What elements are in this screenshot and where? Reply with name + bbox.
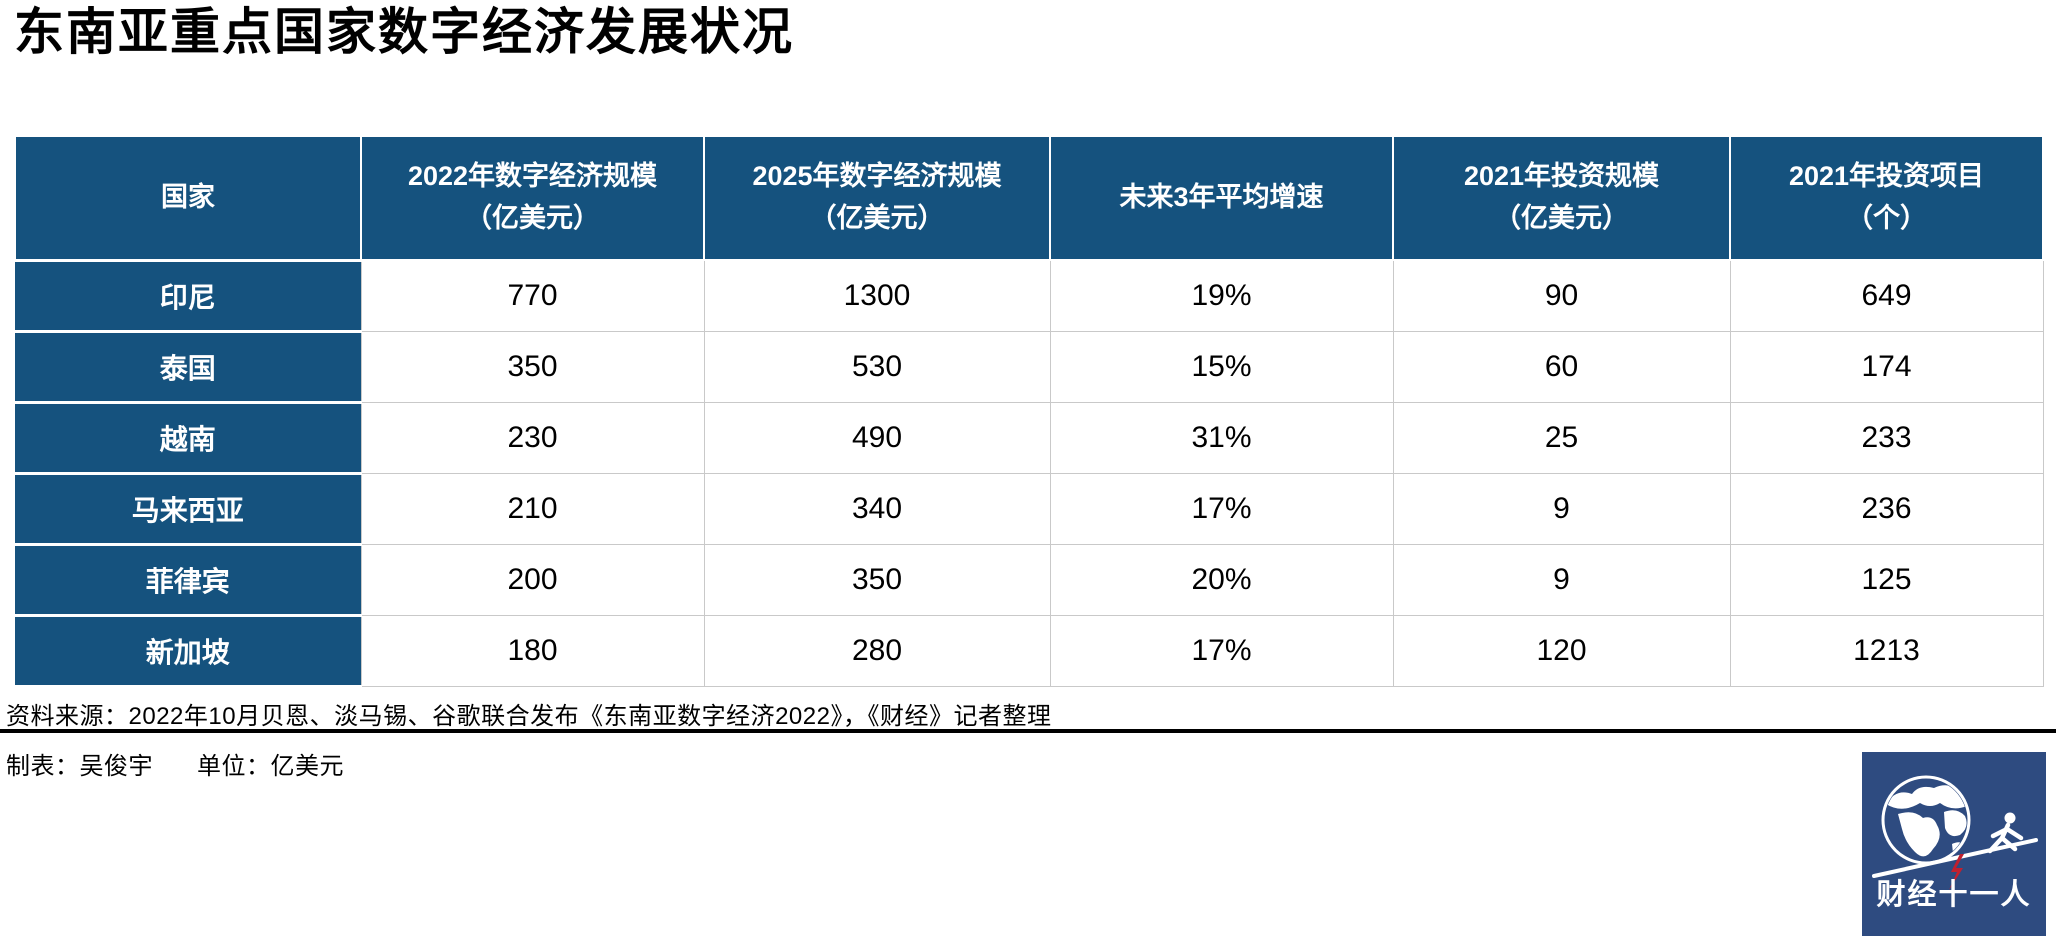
table-cell: 19% — [1049, 259, 1394, 332]
table-row-philippines: 菲律宾 200 350 20% 9 125 — [15, 542, 2044, 617]
caijing-logo: 财经十一人 — [1862, 752, 2046, 936]
logo-text: 财经十一人 — [1876, 877, 2031, 911]
table-cell: 280 — [703, 614, 1051, 687]
table-cell: 31% — [1049, 401, 1394, 474]
unit-note: 单位：亿美元 — [197, 753, 344, 780]
table-cell: 9 — [1392, 472, 1731, 545]
col-header-2021-investment: 2021年投资规模 （亿美元） — [1392, 135, 1731, 261]
lightning-bolt-icon — [1949, 854, 1964, 890]
table-cell: 210 — [360, 472, 705, 545]
row-header-country: 印尼 — [15, 258, 362, 333]
table-cell: 17% — [1049, 614, 1394, 687]
table-cell: 25 — [1392, 401, 1731, 474]
table-header-row: 国家 2022年数字经济规模 （亿美元） 2025年数字经济规模 （亿美元） 未… — [14, 135, 2044, 261]
table-cell: 233 — [1729, 401, 2044, 474]
row-header-country: 马来西亚 — [15, 471, 362, 546]
credit-line: 制表：吴俊宇 单位：亿美元 — [6, 746, 344, 781]
row-header-country: 新加坡 — [15, 613, 362, 688]
table-cell: 180 — [360, 614, 705, 687]
col-header-growth: 未来3年平均增速 — [1049, 135, 1394, 261]
row-header-country: 泰国 — [15, 329, 362, 404]
source-note: 资料来源：2022年10月贝恩、淡马锡、谷歌联合发布《东南亚数字经济2022》，… — [6, 703, 1052, 730]
table-row-thailand: 泰国 350 530 15% 60 174 — [15, 329, 2044, 404]
row-header-country: 菲律宾 — [15, 542, 362, 617]
table-cell: 15% — [1049, 330, 1394, 403]
credit-text: 制表：吴俊宇 — [6, 753, 153, 780]
table-cell: 9 — [1392, 543, 1731, 616]
table-cell: 230 — [360, 401, 705, 474]
divider-rule — [0, 729, 2056, 733]
table-cell: 20% — [1049, 543, 1394, 616]
table-cell: 530 — [703, 330, 1051, 403]
table-cell: 17% — [1049, 472, 1394, 545]
table-cell: 1300 — [703, 259, 1051, 332]
runner-icon — [1987, 812, 2024, 854]
table-row-singapore: 新加坡 180 280 17% 120 1213 — [15, 613, 2044, 688]
table-cell: 236 — [1729, 472, 2044, 545]
row-header-country: 越南 — [15, 400, 362, 475]
table-cell: 350 — [360, 330, 705, 403]
table-cell: 120 — [1392, 614, 1731, 687]
table-cell: 490 — [703, 401, 1051, 474]
table-row-malaysia: 马来西亚 210 340 17% 9 236 — [15, 471, 2044, 546]
table-cell: 340 — [703, 472, 1051, 545]
table-cell: 60 — [1392, 330, 1731, 403]
table-cell: 174 — [1729, 330, 2044, 403]
table-cell: 200 — [360, 543, 705, 616]
table-cell: 125 — [1729, 543, 2044, 616]
col-header-2025-scale: 2025年数字经济规模 （亿美元） — [703, 135, 1051, 261]
col-header-2022-scale: 2022年数字经济规模 （亿美元） — [360, 135, 705, 261]
caijing-logo-graphic: 财经十一人 — [1862, 752, 2046, 936]
globe-icon — [1881, 775, 1971, 865]
table-cell: 90 — [1392, 259, 1731, 332]
col-header-2021-projects: 2021年投资项目 （个） — [1729, 135, 2044, 261]
table-cell: 770 — [360, 259, 705, 332]
col-header-country: 国家 — [14, 135, 362, 261]
table-cell: 649 — [1729, 259, 2044, 332]
table-cell: 350 — [703, 543, 1051, 616]
table-row-vietnam: 越南 230 490 31% 25 233 — [15, 400, 2044, 475]
data-table: 国家 2022年数字经济规模 （亿美元） 2025年数字经济规模 （亿美元） 未… — [14, 135, 2044, 688]
page-title: 东南亚重点国家数字经济发展状况 — [14, 4, 794, 60]
table-cell: 1213 — [1729, 614, 2044, 687]
table-row-indonesia: 印尼 770 1300 19% 90 649 — [15, 258, 2044, 333]
